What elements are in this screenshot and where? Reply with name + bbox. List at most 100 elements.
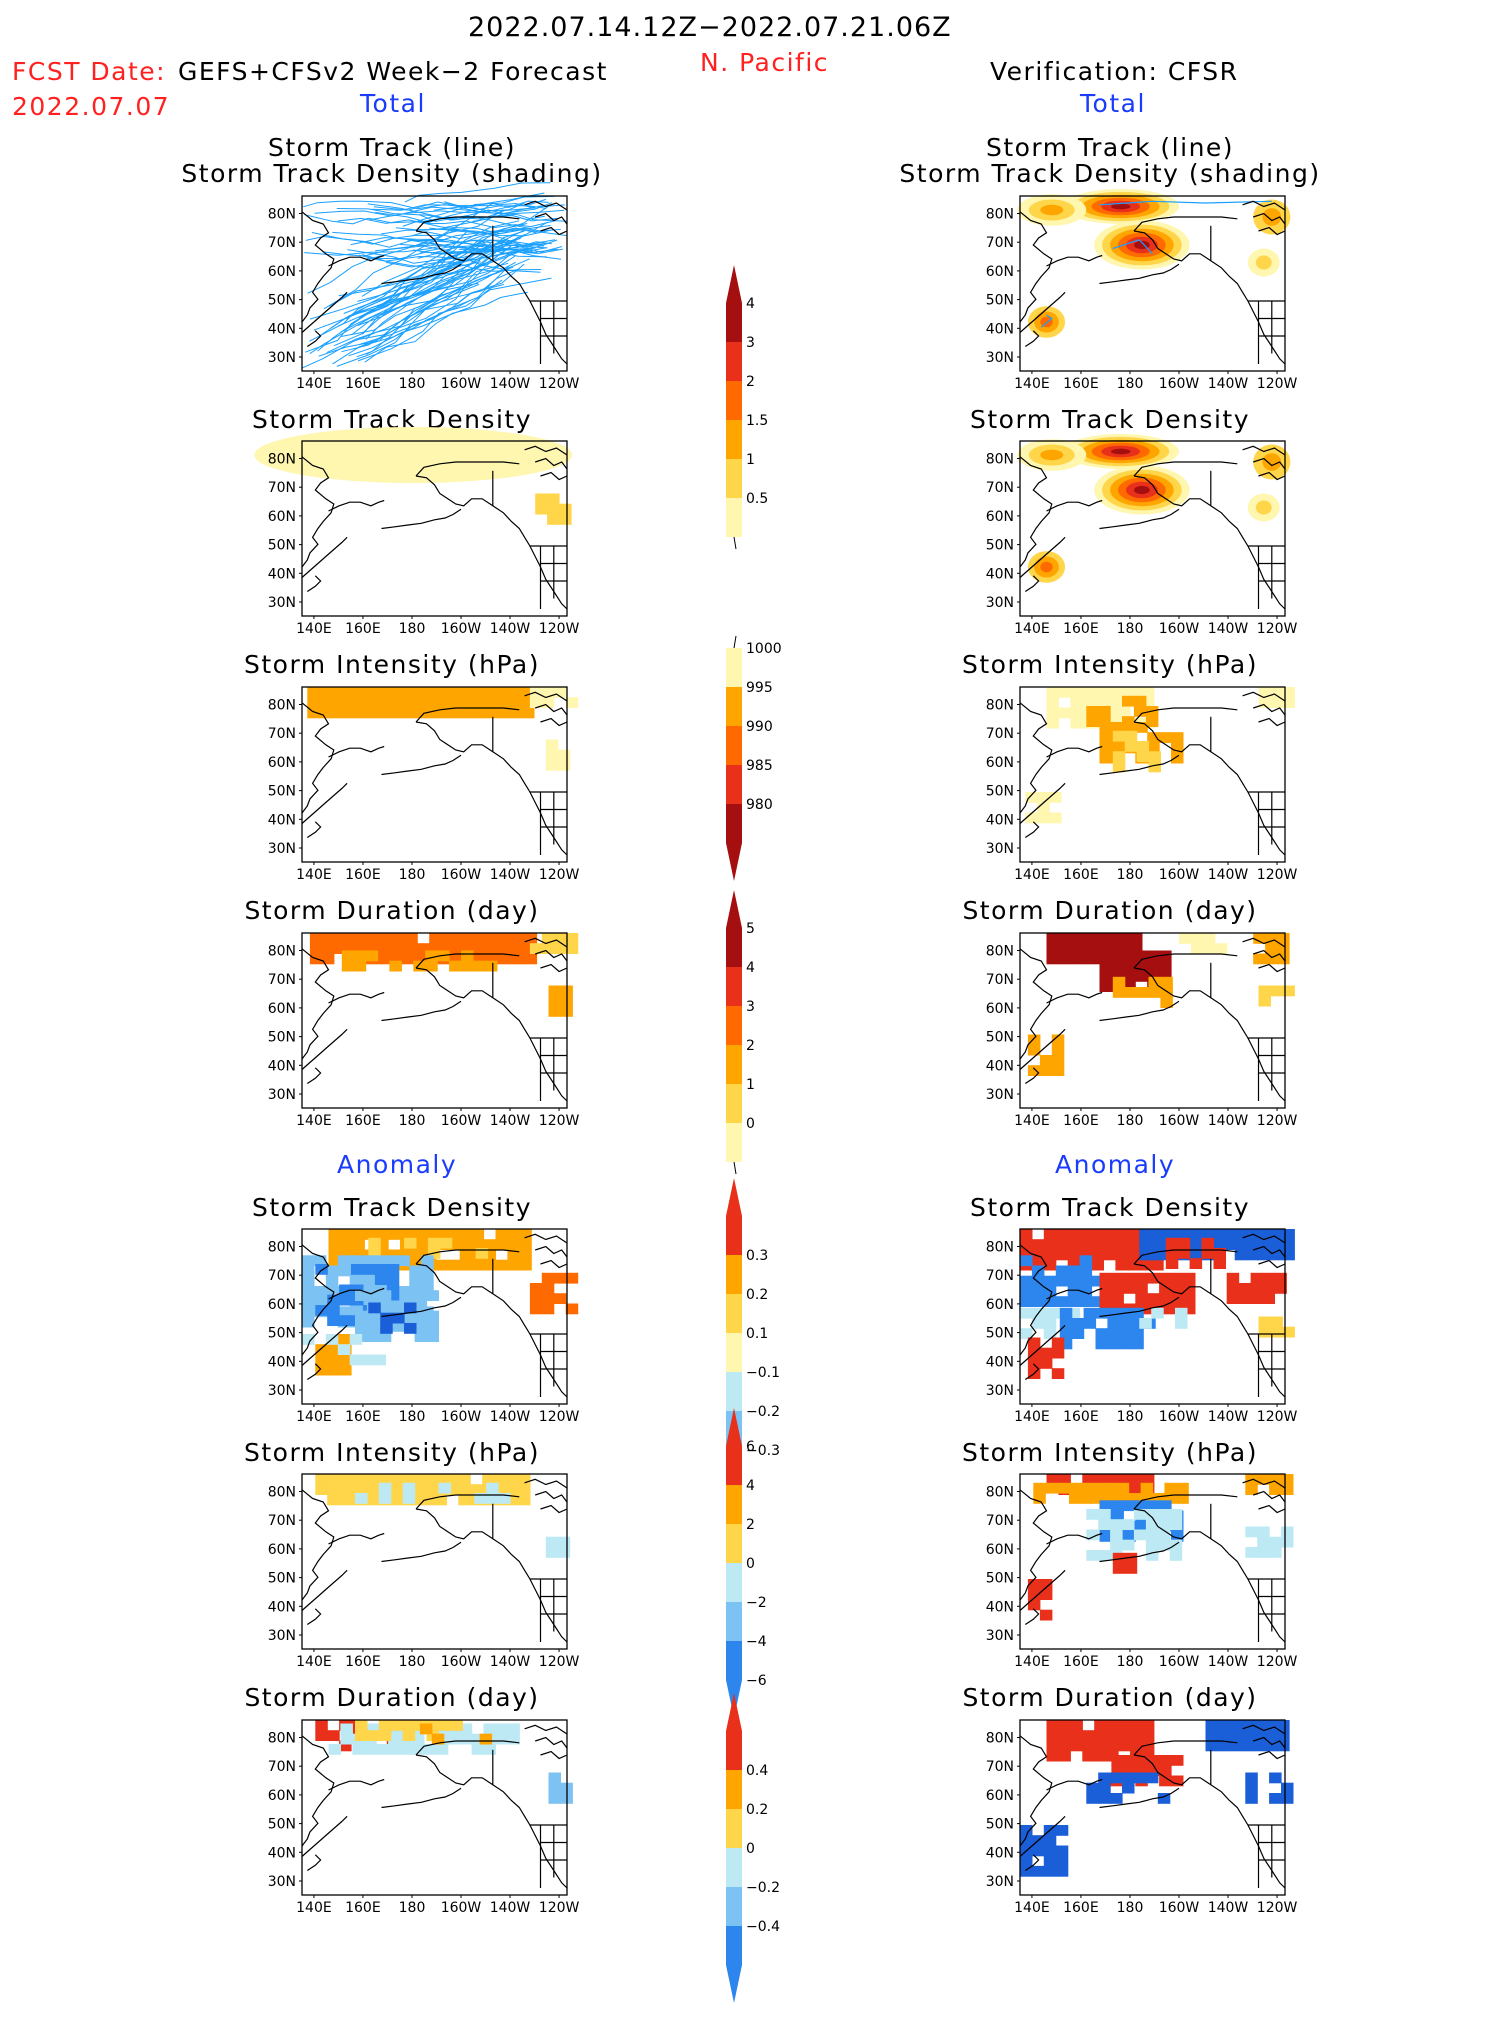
shade-cell <box>1213 1248 1226 1259</box>
shade-cell <box>482 1474 495 1485</box>
shade-cell <box>1106 707 1119 719</box>
shade-cell <box>421 1275 434 1287</box>
shade-cell <box>1130 943 1143 954</box>
colorbar-label: −0.2 <box>746 1880 780 1896</box>
lat-tick-label: 80N <box>268 1731 296 1747</box>
shade-cell <box>1277 943 1290 954</box>
shade-cell <box>327 1305 340 1316</box>
density-blob <box>1040 316 1053 328</box>
shade-cell <box>438 687 451 698</box>
shade-cell <box>1205 1720 1218 1731</box>
shade-cell <box>414 1300 428 1312</box>
map-right-anom-duration: 80N 70N 60N 50N 40N 30N 140E 160E 180 160W 140W 120… <box>980 1719 1315 1929</box>
map-frame <box>301 686 568 863</box>
shade-cell <box>412 1249 425 1261</box>
shade-cell <box>1171 1272 1184 1284</box>
shade-cell <box>1183 1303 1196 1315</box>
shade-cell <box>1058 687 1071 698</box>
shade-cell <box>506 1474 519 1485</box>
coastline <box>1099 508 1180 530</box>
shade-cell <box>1157 1793 1171 1804</box>
colorbar-label: 1.5 <box>746 413 768 429</box>
shade-cell <box>1265 943 1278 954</box>
shade-cell <box>380 1312 393 1324</box>
shade-cell <box>426 697 439 708</box>
coastline <box>301 291 348 333</box>
shade-cell <box>393 933 406 944</box>
lat-tick-label: 40N <box>986 812 1014 828</box>
storm-track-line <box>366 248 558 260</box>
shade-cell <box>390 707 404 719</box>
shade-cell <box>1262 1293 1275 1304</box>
shade-cell <box>476 943 490 954</box>
shade-cell <box>1281 1782 1294 1794</box>
coastline <box>540 226 568 236</box>
lon-tick-label: 180 <box>1117 376 1144 392</box>
coastline <box>1253 703 1286 716</box>
shade-cell <box>353 950 367 962</box>
shade-cell <box>1265 1730 1278 1741</box>
shade-cell <box>1147 1272 1160 1284</box>
verification-label: Verification: CFSR <box>990 57 1239 86</box>
shade-cell <box>1147 971 1160 982</box>
lon-tick-label: 180 <box>399 621 426 637</box>
coastline <box>1046 499 1103 512</box>
lon-tick-label: 160E <box>1063 1654 1099 1670</box>
shade-cell <box>1147 732 1160 743</box>
colorbar-swatch <box>726 928 742 967</box>
shade-cell <box>1070 933 1083 944</box>
lon-tick-label: 120W <box>1257 1409 1298 1425</box>
shade-cell <box>1245 1782 1258 1794</box>
shade-cell <box>327 1484 340 1495</box>
shade-cell <box>327 1315 340 1326</box>
shade-cell <box>1147 950 1160 962</box>
right-anom-density-title: Storm Track Density <box>969 1193 1250 1222</box>
shade-cell <box>1250 1283 1264 1294</box>
map-left-anom-duration: 80N 70N 60N 50N 40N 30N 140E 160E 180 160W 140W 120… <box>262 1719 597 1929</box>
shade-cell <box>1183 1293 1196 1304</box>
shade-cell <box>1122 1782 1135 1794</box>
shade-cell <box>1269 1484 1282 1495</box>
shade-cell <box>1133 1772 1147 1784</box>
shade-cell <box>461 960 474 972</box>
shade-cell <box>498 687 511 698</box>
lon-tick-label: 140E <box>1014 621 1050 637</box>
region-title: N. Pacific <box>700 48 830 77</box>
colorbar-swatch <box>726 1524 742 1563</box>
shade-cell <box>315 1484 328 1495</box>
coastline <box>306 1363 322 1381</box>
storm-track-line <box>304 239 493 256</box>
shade-cell <box>1245 1793 1258 1804</box>
lon-tick-label: 180 <box>399 376 426 392</box>
shade-cell <box>1112 987 1126 998</box>
colorbar-svg: 5 4 3 2 1 0 <box>726 890 755 1175</box>
shade-cell <box>488 953 502 965</box>
coastline <box>1133 461 1238 477</box>
shade-cell <box>1099 960 1112 972</box>
shade-cell <box>1027 1034 1041 1046</box>
shade-cell <box>1157 1529 1171 1541</box>
lon-tick-label: 140W <box>1208 621 1249 637</box>
coastline <box>1253 949 1286 962</box>
shade-cell <box>337 1306 351 1318</box>
shade-cell <box>495 1239 508 1250</box>
lat-tick-label: 30N <box>268 595 296 611</box>
coastline <box>1133 1754 1286 1889</box>
shade-cell <box>1145 1772 1159 1784</box>
shade-cell <box>376 1744 389 1755</box>
shade-cell <box>355 1310 368 1322</box>
coastline <box>328 1287 385 1300</box>
coastline <box>1258 963 1286 973</box>
lon-tick-label: 140W <box>490 621 531 637</box>
shade-cell <box>461 950 474 962</box>
shade-cell <box>378 1720 392 1731</box>
coastline <box>1133 230 1286 365</box>
shade-cell <box>340 1239 353 1250</box>
shade-cell <box>366 1321 380 1332</box>
shade-cell <box>1043 1229 1057 1240</box>
shade-cell <box>565 943 579 954</box>
shade-cell <box>302 1255 315 1267</box>
colorbar-swatch <box>726 726 742 765</box>
shade-cell <box>1189 1258 1203 1269</box>
